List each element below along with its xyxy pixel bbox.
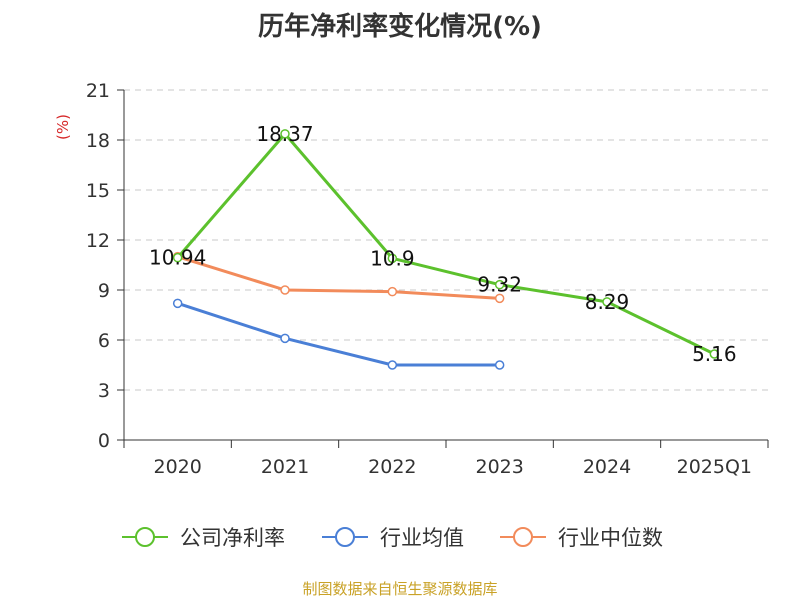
- axes: 0 3 6 9 12 15 18 21 2020 2021 2022 2023 2024 2025Q1: [86, 80, 769, 478]
- data-label: 10.94: [149, 246, 206, 270]
- data-label: 9.32: [477, 273, 522, 297]
- data-point: [494, 293, 505, 304]
- legend-label: 行业均值: [380, 526, 464, 550]
- data-point: [280, 285, 290, 295]
- legend-label: 行业中位数: [558, 526, 663, 550]
- y-tick-label: 18: [86, 130, 110, 152]
- legend-marker: [513, 527, 533, 547]
- data-label: 10.9: [370, 246, 415, 270]
- y-tick-label: 3: [98, 380, 110, 402]
- y-tick-label: 9: [98, 280, 110, 302]
- x-tick-label: 2023: [475, 456, 523, 478]
- y-tick-label: 15: [86, 180, 110, 202]
- data-point: [387, 360, 398, 370]
- y-tick-label: 0: [98, 430, 110, 452]
- legend-marker: [135, 527, 155, 547]
- data-point: [602, 297, 612, 307]
- y-tick-label: 12: [86, 230, 110, 252]
- x-tick-label: 2020: [153, 456, 201, 478]
- x-tick-label: 2024: [583, 456, 631, 478]
- data-label: 5.16: [692, 342, 737, 366]
- data-point: [172, 252, 183, 263]
- data-point: [387, 286, 398, 297]
- grid-lines: [124, 89, 768, 391]
- series-lines: [172, 129, 720, 370]
- series-line: [177, 255, 500, 300]
- y-tick-label: 21: [86, 80, 110, 102]
- chart-title: 历年净利率变化情况(%): [258, 12, 542, 42]
- x-tick-label: 2022: [368, 456, 416, 478]
- chart-source-note: 制图数据来自恒生聚源数据库: [302, 580, 498, 598]
- data-point: [280, 129, 290, 139]
- series-line: [177, 301, 500, 367]
- legend: 公司净利率 行业均值 行业中位数: [122, 526, 663, 550]
- data-point: [709, 349, 720, 359]
- x-tick-label: 2021: [261, 456, 309, 478]
- data-label: 18.37: [256, 122, 313, 146]
- data-point: [494, 360, 505, 370]
- data-point: [172, 298, 183, 309]
- y-tick-label: 6: [98, 330, 110, 352]
- legend-label: 公司净利率: [180, 526, 285, 550]
- data-label: 8.29: [585, 290, 630, 314]
- data-labels: 10.94 18.37 10.9 9.32 8.29 5.16: [149, 122, 737, 366]
- data-point: [280, 333, 290, 344]
- series-line: [176, 132, 715, 356]
- data-point: [494, 279, 505, 290]
- x-tick-label: 2025Q1: [677, 456, 752, 478]
- legend-marker: [335, 527, 355, 547]
- y-axis-unit-label: (%): [54, 114, 72, 140]
- data-point: [387, 253, 398, 264]
